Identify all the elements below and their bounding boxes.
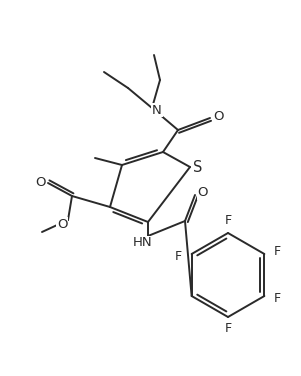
Text: O: O xyxy=(198,186,208,200)
Text: O: O xyxy=(213,111,223,123)
Text: F: F xyxy=(225,323,231,335)
Text: S: S xyxy=(193,161,203,176)
Text: F: F xyxy=(274,291,281,305)
Text: HN: HN xyxy=(133,237,153,250)
Text: F: F xyxy=(225,214,231,227)
Text: F: F xyxy=(175,250,182,262)
Text: O: O xyxy=(57,217,67,230)
Text: F: F xyxy=(274,246,281,259)
Text: O: O xyxy=(35,176,45,188)
Text: N: N xyxy=(152,103,162,117)
